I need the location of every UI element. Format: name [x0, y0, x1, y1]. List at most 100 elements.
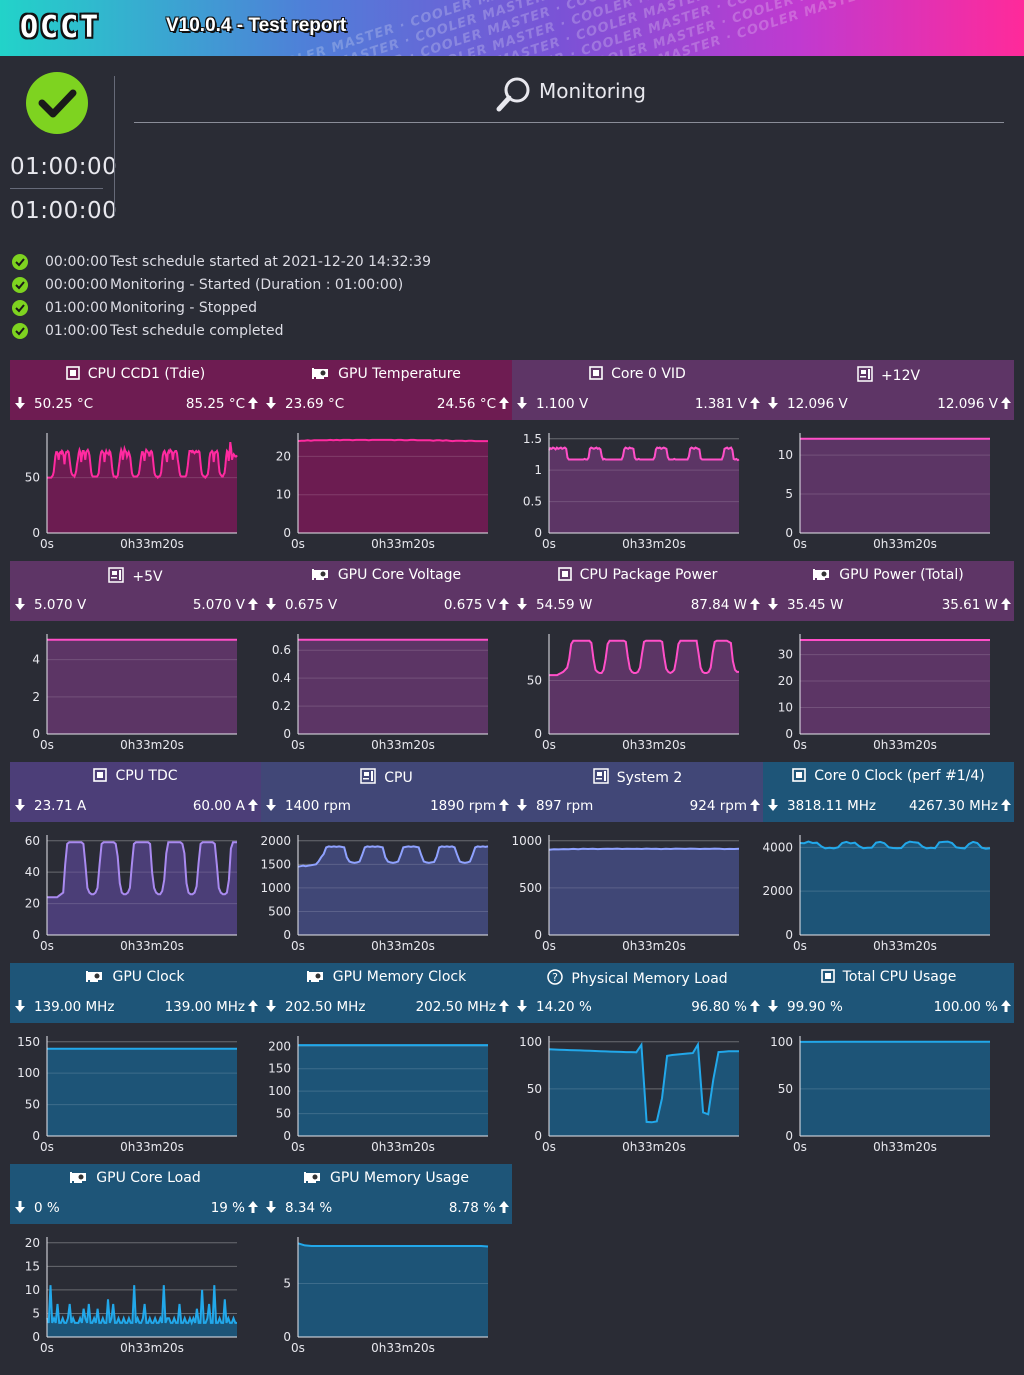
arrow-down-icon: [14, 397, 26, 414]
x-tick-label: 0s: [291, 738, 305, 752]
gpu-icon: [304, 1172, 322, 1188]
y-tick-label: 10: [276, 488, 291, 502]
sensor-title: GPU Memory Usage: [261, 1170, 512, 1190]
max-value: 60.00 A: [193, 798, 259, 816]
gpu-icon: [86, 971, 104, 987]
series-line: [46, 1285, 237, 1326]
y-tick-label: 100: [519, 1035, 542, 1049]
max-value: 19 %: [211, 1200, 259, 1218]
min-text: 23.71 A: [34, 798, 87, 814]
series-area: [47, 1285, 237, 1337]
total-time: 01:00:00: [10, 198, 118, 224]
max-text: 8.78 %: [448, 1200, 496, 1216]
sensor-name: CPU Package Power: [579, 567, 718, 583]
x-tick-label: 0h33m20s: [120, 939, 184, 953]
max-value: 8.78 %: [449, 1200, 510, 1218]
min-value: 54.59 W: [516, 597, 592, 615]
min-value: 0 %: [14, 1200, 60, 1218]
arrow-down-icon: [265, 799, 277, 816]
sensor-title: GPU Core Load: [10, 1170, 261, 1190]
x-tick-label: 0s: [542, 537, 556, 551]
min-text: 1.100 V: [536, 396, 589, 412]
sensor-name: Core 0 VID: [611, 366, 686, 382]
section-header: Monitoring: [134, 70, 1004, 123]
y-tick-label: 0: [785, 727, 793, 741]
series-line: [297, 845, 489, 868]
arrow-down-icon: [516, 1000, 528, 1017]
sensor-header-gpu-power-total: GPU Power (Total) 35.45 W 35.61 W: [763, 561, 1014, 621]
y-tick-label: 5: [283, 1276, 291, 1290]
y-tick-label: 0.6: [272, 643, 291, 657]
cpu-icon: [557, 567, 572, 585]
x-tick-label: 0s: [793, 939, 807, 953]
log-message: Test schedule completed: [110, 322, 284, 339]
min-text: 0 %: [34, 1200, 60, 1216]
y-tick-label: 0.5: [523, 495, 542, 509]
min-value: 99.90 %: [767, 999, 843, 1017]
x-tick-label: 0h33m20s: [120, 537, 184, 551]
sensor-title: +12V: [763, 366, 1014, 386]
max-text: 96.80 %: [691, 999, 747, 1015]
min-value: 50.25 °C: [14, 396, 93, 414]
y-tick-label: 50: [25, 1098, 40, 1112]
sensor-name: GPU Memory Clock: [332, 969, 467, 985]
motherboard-icon: [108, 567, 125, 587]
max-value: 4267.30 MHz: [909, 798, 1012, 816]
log-entry: 01:00:00 Test schedule completed: [12, 319, 431, 342]
x-tick-label: 0h33m20s: [371, 537, 435, 551]
chart-svg: 0 50 100 150 0s 0h33m20s: [17, 1035, 237, 1154]
timer-divider: [10, 188, 103, 189]
app-logo: OCCT: [20, 10, 101, 45]
max-text: 87.84 W: [690, 597, 747, 613]
max-text: 19 %: [210, 1200, 245, 1216]
sensor-title: CPU TDC: [10, 768, 261, 788]
chart-svg: 0 10 20 30 0s 0h33m20s: [778, 634, 990, 752]
chart-cpu: 0 500 1000 1500 2000 0s 0h33m20s: [260, 829, 512, 969]
y-tick-label: 1500: [261, 857, 291, 871]
sensor-header-cpu-tdc: CPU TDC 23.71 A 60.00 A: [10, 762, 261, 822]
sensor-title: +5V: [10, 567, 261, 587]
y-tick-label: 2000: [763, 884, 793, 898]
arrow-down-icon: [265, 397, 277, 414]
chart-svg: 0 50 100 150 200 0s 0h33m20s: [268, 1036, 488, 1154]
sensor-header-cpu-ccd1-tdie: CPU CCD1 (Tdie) 50.25 °C 85.25 °C: [10, 360, 261, 420]
max-value: 24.56 °C: [437, 396, 510, 414]
y-tick-label: 20: [25, 1236, 40, 1250]
series-area: [47, 442, 237, 533]
max-text: 12.096 V: [937, 396, 998, 412]
min-text: 12.096 V: [787, 396, 848, 412]
elapsed-time: 01:00:00: [10, 154, 118, 180]
sensor-title: ? Physical Memory Load: [512, 969, 763, 989]
max-text: 60.00 A: [192, 798, 245, 814]
chart-core-0-clock-perf-1-4: 0 2000 4000 0s 0h33m20s: [762, 829, 1014, 969]
min-value: 14.20 %: [516, 999, 592, 1017]
y-tick-label: 4: [32, 653, 40, 667]
min-text: 8.34 %: [285, 1200, 333, 1216]
x-tick-label: 0h33m20s: [371, 738, 435, 752]
series-line: [548, 446, 740, 462]
log-entry: 00:00:00 Monitoring - Started (Duration …: [12, 273, 431, 296]
y-tick-label: 0: [283, 1129, 291, 1143]
x-tick-label: 0s: [793, 1140, 807, 1154]
sensor-header-physical-memory-load: ? Physical Memory Load 14.20 % 96.80 %: [512, 963, 763, 1023]
arrow-up-icon: [749, 1000, 761, 1017]
x-tick-label: 0h33m20s: [371, 939, 435, 953]
sensor-title: CPU CCD1 (Tdie): [10, 366, 261, 386]
log-time: 00:00:00: [45, 276, 108, 293]
y-tick-label: 60: [25, 834, 40, 848]
arrow-down-icon: [265, 1201, 277, 1218]
x-tick-label: 0h33m20s: [371, 1341, 435, 1355]
y-tick-label: 10: [778, 448, 793, 462]
max-value: 1890 rpm: [430, 798, 510, 816]
arrow-down-icon: [14, 598, 26, 615]
x-tick-label: 0h33m20s: [120, 1140, 184, 1154]
chart-system-2: 0 500 1000 0s 0h33m20s: [511, 829, 763, 969]
max-value: 85.25 °C: [186, 396, 259, 414]
arrow-down-icon: [265, 1000, 277, 1017]
sensor-name: System 2: [616, 770, 683, 786]
y-tick-label: 30: [778, 648, 793, 662]
y-tick-label: 20: [276, 449, 291, 463]
sensor-title: CPU: [261, 768, 512, 788]
gpu-icon: [306, 971, 325, 987]
log-message: Test schedule started at 2021-12-20 14:3…: [110, 253, 431, 270]
